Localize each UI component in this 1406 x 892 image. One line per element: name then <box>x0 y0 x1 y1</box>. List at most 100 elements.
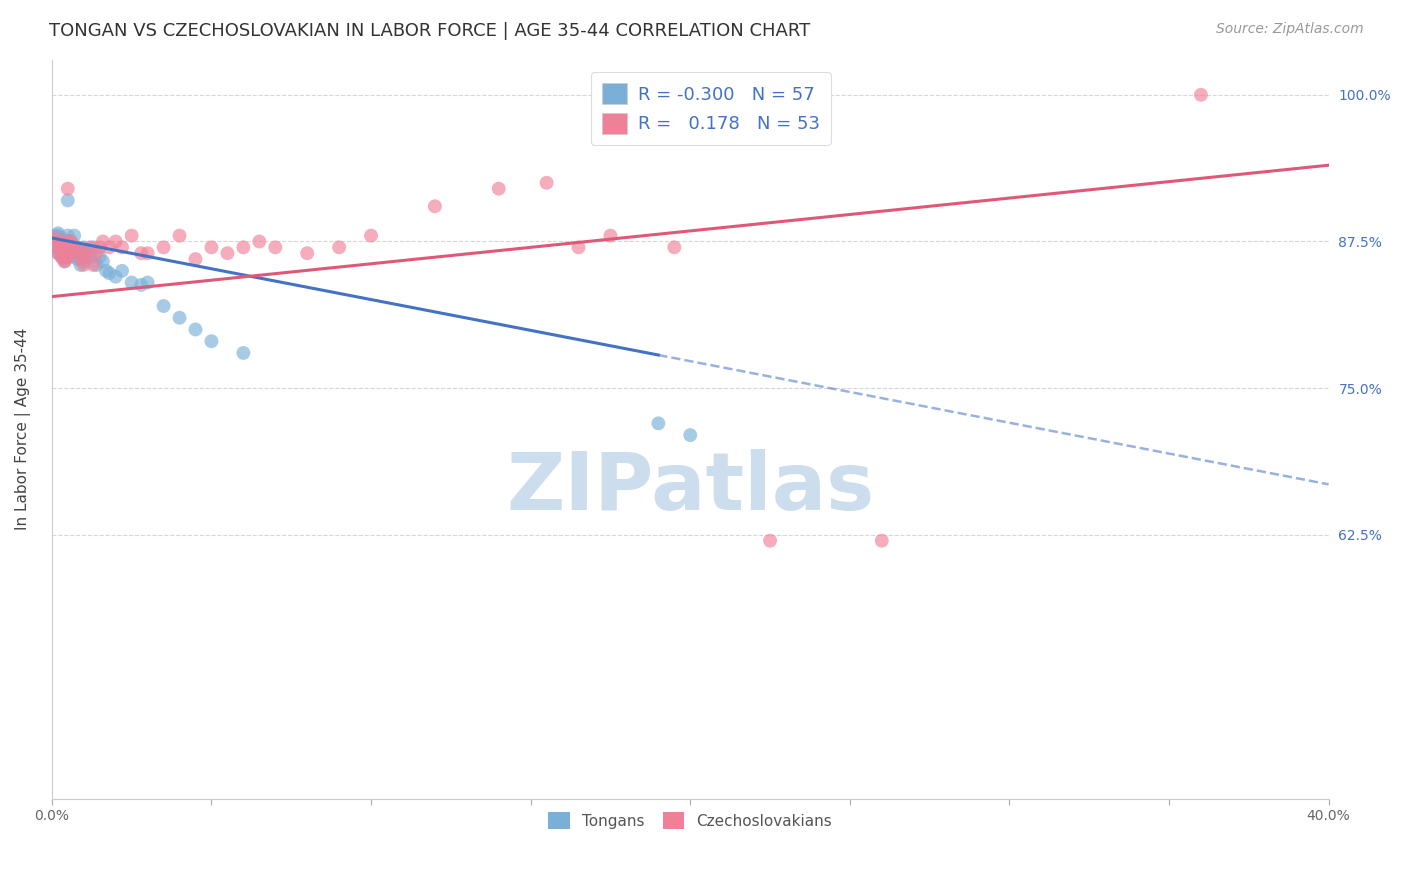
Point <box>76 246 98 260</box>
Point <box>870 533 893 548</box>
Point <box>53 240 76 254</box>
Point <box>46 246 69 260</box>
Point <box>46 246 69 260</box>
Point <box>759 533 782 548</box>
Point <box>51 231 73 245</box>
Point <box>423 199 446 213</box>
Point <box>51 243 73 257</box>
Point <box>59 235 82 249</box>
Point <box>136 246 159 260</box>
Point <box>599 228 621 243</box>
Point <box>360 228 382 243</box>
Point <box>169 228 191 243</box>
Point <box>46 240 69 254</box>
Point <box>46 240 69 254</box>
Point <box>98 240 121 254</box>
Point <box>51 250 73 264</box>
Point <box>121 276 143 290</box>
Point <box>679 428 702 442</box>
Point <box>136 276 159 290</box>
Point <box>232 240 254 254</box>
Point <box>86 258 108 272</box>
Point <box>169 310 191 325</box>
Text: Source: ZipAtlas.com: Source: ZipAtlas.com <box>1216 22 1364 37</box>
Point <box>111 240 134 254</box>
Text: TONGAN VS CZECHOSLOVAKIAN IN LABOR FORCE | AGE 35-44 CORRELATION CHART: TONGAN VS CZECHOSLOVAKIAN IN LABOR FORCE… <box>49 22 810 40</box>
Point <box>44 231 66 245</box>
Point <box>53 235 76 249</box>
Point <box>98 266 121 280</box>
Point <box>200 334 222 349</box>
Point <box>82 240 104 254</box>
Point <box>488 182 510 196</box>
Point <box>56 194 79 208</box>
Point <box>63 240 86 254</box>
Point <box>59 235 82 249</box>
Point <box>184 322 207 336</box>
Point <box>94 264 117 278</box>
Point <box>129 246 152 260</box>
Point <box>567 240 589 254</box>
Y-axis label: In Labor Force | Age 35-44: In Labor Force | Age 35-44 <box>15 328 31 531</box>
Point <box>66 250 89 264</box>
Point <box>184 252 207 266</box>
Point <box>200 240 222 254</box>
Point <box>51 250 73 264</box>
Point <box>44 240 66 254</box>
Point <box>44 228 66 243</box>
Point <box>69 258 91 272</box>
Point <box>536 176 558 190</box>
Point <box>51 235 73 249</box>
Point <box>46 235 69 249</box>
Legend: Tongans, Czechoslovakians: Tongans, Czechoslovakians <box>543 805 838 836</box>
Point <box>56 235 79 249</box>
Point <box>217 246 239 260</box>
Point <box>51 240 73 254</box>
Point <box>104 235 127 249</box>
Point <box>56 246 79 260</box>
Point <box>69 252 91 266</box>
Point <box>56 235 79 249</box>
Point <box>111 264 134 278</box>
Point <box>247 235 270 249</box>
Point <box>1189 87 1212 102</box>
Point <box>59 240 82 254</box>
Point <box>664 240 686 254</box>
Point <box>232 346 254 360</box>
Point <box>66 252 89 266</box>
Point <box>76 250 98 264</box>
Point <box>129 277 152 292</box>
Point <box>264 240 287 254</box>
Point <box>51 240 73 254</box>
Point <box>53 254 76 268</box>
Point <box>46 235 69 249</box>
Point <box>63 246 86 260</box>
Point <box>63 228 86 243</box>
Point <box>66 240 89 254</box>
Point <box>66 240 89 254</box>
Point <box>79 250 101 264</box>
Point <box>59 240 82 254</box>
Point <box>53 252 76 266</box>
Point <box>63 240 86 254</box>
Point <box>82 258 104 272</box>
Point <box>53 250 76 264</box>
Point <box>91 254 114 268</box>
Point <box>56 228 79 243</box>
Text: ZIPatlas: ZIPatlas <box>506 450 875 527</box>
Point <box>44 235 66 249</box>
Point <box>46 231 69 245</box>
Point <box>121 228 143 243</box>
Point <box>56 182 79 196</box>
Point <box>56 250 79 264</box>
Point <box>89 240 111 254</box>
Point <box>328 240 350 254</box>
Point <box>51 235 73 249</box>
Point <box>152 240 174 254</box>
Point <box>46 227 69 241</box>
Point <box>79 240 101 254</box>
Point <box>59 250 82 264</box>
Point <box>647 417 669 431</box>
Point <box>46 228 69 243</box>
Point <box>73 254 96 268</box>
